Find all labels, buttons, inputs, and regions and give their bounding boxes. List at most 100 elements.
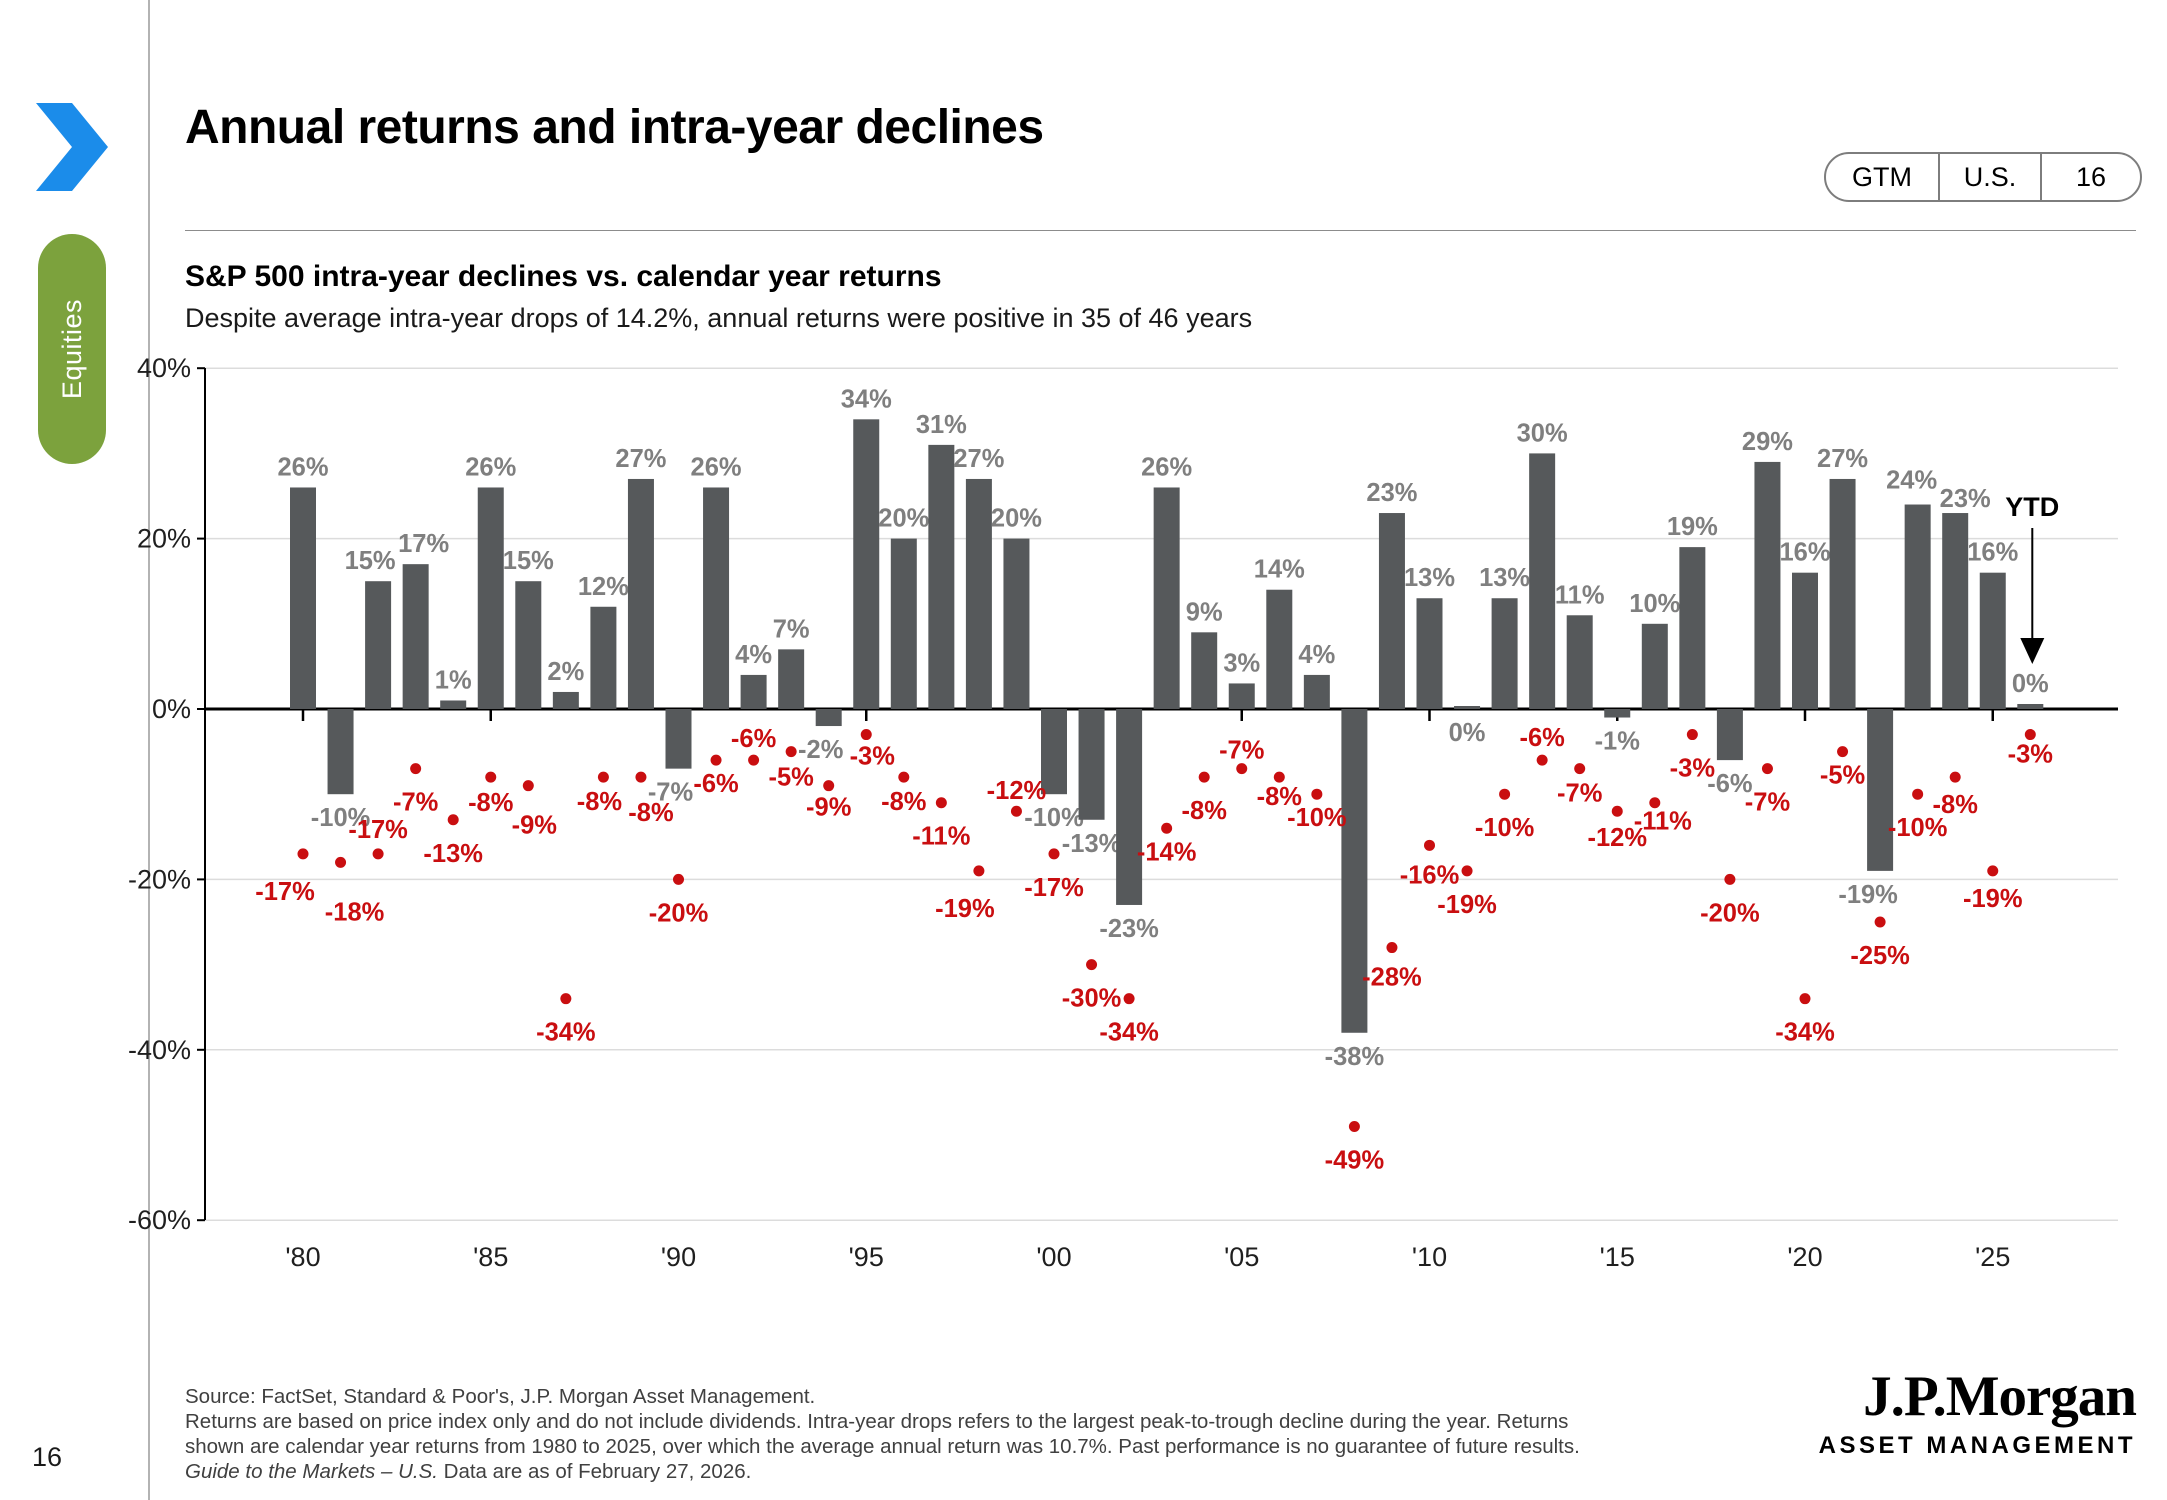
intra-year-dot-2002 [1123, 993, 1135, 1005]
bar-label-2009: 23% [1366, 479, 1417, 507]
dot-label-2021: -5% [1820, 762, 1865, 790]
badge-cell-gtm: GTM [1852, 161, 1912, 192]
chart-subtitle: Despite average intra-year drops of 14.2… [185, 303, 1253, 333]
chart-title: S&P 500 intra-year declines vs. calendar… [185, 260, 942, 293]
x-tick-label-'25: '25 [1975, 1242, 2010, 1272]
dot-label-1986: -9% [512, 812, 557, 840]
jpmorgan-logo: J.P.Morgan [1863, 1365, 2137, 1428]
bar-label-1998: 27% [953, 445, 1004, 473]
bar-2003 [1153, 487, 1180, 709]
bar-2010 [1416, 598, 1443, 709]
dot-label-2006: -8% [1257, 783, 1302, 811]
x-tick-label-'05: '05 [1224, 1242, 1259, 1272]
intra-year-dot-2016 [1649, 797, 1661, 809]
gtm-badge: GTM U.S. 16 [1824, 152, 2142, 202]
intra-year-dot-1982 [372, 848, 384, 860]
bar-label-1983: 17% [398, 530, 449, 558]
intra-year-dot-1987 [560, 993, 572, 1005]
bar-1980 [290, 487, 316, 709]
intra-year-dot-1998 [973, 865, 985, 877]
bar-1982 [365, 581, 392, 709]
dot-label-2025: -19% [1963, 885, 2023, 913]
bar-2019 [1754, 461, 1781, 709]
dot-label-1991: -6% [693, 770, 738, 798]
bar-2025 [1979, 572, 2006, 709]
bar-label-2015: -1% [1595, 728, 1640, 756]
intra-year-dot-2008 [1348, 1120, 1360, 1132]
dot-label-2018: -20% [1700, 899, 1760, 927]
bar-1985 [477, 487, 504, 709]
bar-label-2021: 27% [1817, 445, 1868, 473]
bar-1988 [590, 606, 617, 709]
dot-label-2005: -7% [1219, 737, 1264, 765]
intra-year-dot-1992 [748, 754, 760, 766]
bar-1981 [327, 709, 354, 795]
intra-year-dot-2011 [1461, 865, 1473, 877]
dot-label-2022: -25% [1850, 942, 1910, 970]
bar-1995 [853, 419, 880, 709]
bar-label-2010: 13% [1404, 564, 1455, 592]
bar-label-2014: 11% [1555, 581, 1605, 609]
bar-2023 [1904, 504, 1931, 709]
intra-year-dot-1980 [297, 848, 309, 860]
bar-label-1999: 20% [991, 505, 1042, 533]
bar-1987 [552, 691, 579, 709]
bar-label-1982: 15% [345, 547, 396, 575]
bar-2001 [1078, 709, 1105, 820]
intra-year-dot-2000 [1048, 848, 1060, 860]
dot-label-1999: -12% [987, 777, 1047, 805]
bar-1990 [665, 709, 692, 769]
dot-label-1980: -17% [255, 878, 315, 906]
bar-2007 [1303, 674, 1330, 709]
intra-year-dot-2019 [1761, 763, 1773, 775]
bar-label-1997: 31% [916, 411, 967, 439]
dot-label-1982: -17% [348, 816, 408, 844]
dot-label-1997: -11% [912, 823, 970, 851]
dot-label-1994: -9% [806, 794, 851, 822]
bar-label-1990: -7% [648, 779, 693, 807]
bar-label-2005: 3% [1223, 649, 1260, 677]
bar-1993 [778, 649, 805, 709]
title-divider [185, 230, 2136, 231]
bar-label-2019: 29% [1742, 428, 1793, 456]
dot-label-1981: -18% [325, 898, 385, 926]
bar-1989 [627, 478, 654, 709]
dot-label-1993: -5% [768, 764, 813, 792]
bar-2005 [1228, 683, 1255, 709]
intra-year-dot-1990 [673, 873, 684, 885]
intra-year-dot-2007 [1311, 788, 1323, 800]
dot-label-2019: -7% [1745, 789, 1790, 817]
bar-1983 [402, 564, 429, 709]
intra-year-dot-YTD [2024, 729, 2036, 741]
bar-2014 [1566, 615, 1593, 709]
bar-label-2025: 16% [1967, 539, 2018, 567]
footer-body-line2: shown are calendar year returns from 198… [185, 1435, 1580, 1458]
intra-year-dot-2018 [1724, 873, 1736, 885]
intra-year-dot-2020 [1799, 993, 1811, 1005]
intra-year-dot-1995 [860, 729, 872, 741]
bar-label-2002: -23% [1099, 915, 1159, 943]
y-tick-label--20: -20% [128, 864, 191, 894]
ytd-arrow-head [2020, 638, 2045, 664]
bar-label-1987: 2% [547, 658, 584, 686]
bar-label-2011: 0% [1449, 719, 1486, 747]
bar-label-1989: 27% [615, 445, 666, 473]
intra-year-dot-1988 [597, 771, 609, 783]
y-tick-label--60: -60% [128, 1205, 191, 1235]
intra-year-dot-2005 [1236, 763, 1248, 775]
bar-2006 [1266, 589, 1293, 709]
dot-label-2020: -34% [1775, 1019, 1835, 1047]
sidebar-item-equities[interactable]: Equities [38, 234, 106, 464]
jpmorgan-asset-management: ASSET MANAGEMENT [1818, 1432, 2136, 1459]
bar-2024 [1942, 513, 1969, 709]
x-tick-label-'15: '15 [1600, 1242, 1635, 1272]
brand-block: J.P.Morgan ASSET MANAGEMENT [1790, 1365, 2137, 1460]
bar-2008 [1341, 709, 1368, 1033]
bar-label-1988: 12% [578, 573, 629, 601]
bar-label-2007: 4% [1298, 641, 1335, 669]
bar-1999 [1003, 538, 1030, 709]
x-tick-label-'10: '10 [1412, 1242, 1447, 1272]
dot-label-2013: -6% [1519, 724, 1564, 752]
